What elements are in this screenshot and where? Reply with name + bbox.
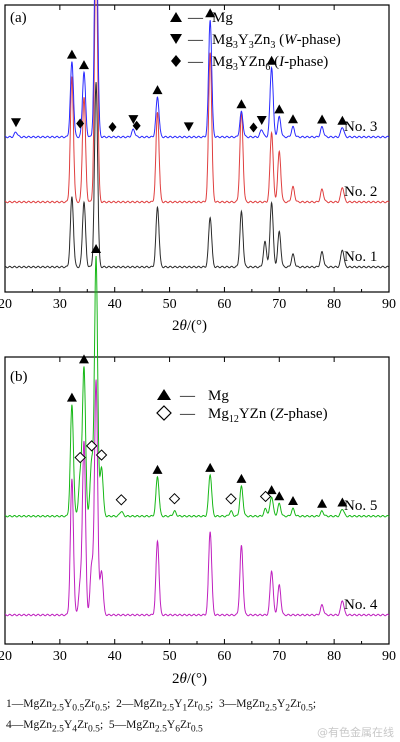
x-tick-label: 20 xyxy=(0,297,12,312)
i-phase-marker xyxy=(249,122,258,133)
mg-peak-marker xyxy=(78,354,89,364)
mg-peak-marker xyxy=(266,485,277,495)
z-phase-marker xyxy=(95,449,108,461)
w-phase-marker xyxy=(183,122,194,132)
w-phase-marker xyxy=(128,115,139,125)
mg-peak-marker xyxy=(337,497,348,507)
mg-peak-marker xyxy=(288,496,298,506)
legend-z-label: Mg12YZn (Z-phase) xyxy=(208,406,328,425)
x-tick-label: 70 xyxy=(272,649,286,664)
legend-mg-label: Mg xyxy=(212,10,233,26)
mg-peak-marker xyxy=(205,8,216,18)
legend-mg-triangle-icon xyxy=(170,12,182,22)
x-axis-title-a: 2θ/(°) xyxy=(172,318,207,334)
z-phase-marker xyxy=(74,451,86,464)
legend-mg-triangle-icon xyxy=(157,389,171,400)
legend-i-dash: — xyxy=(187,54,204,70)
i-phase-marker xyxy=(76,118,85,129)
panel-a: (a) 20 30 40 50 60 70 80 90 No. 1 No. 2 No. 3 — M… xyxy=(0,0,396,334)
legend-w-label: Mg3Y3Zn3 (W-phase) xyxy=(212,32,341,51)
mg-peak-marker xyxy=(337,115,348,125)
x-tick-label: 50 xyxy=(163,649,177,664)
legend-b: — Mg — Mg12YZn (Z-phase) xyxy=(156,388,328,425)
w-phase-marker xyxy=(10,118,21,128)
series-line-no3 xyxy=(5,0,390,139)
series-line-no5 xyxy=(5,255,390,518)
mg-peak-marker xyxy=(274,104,285,114)
i-phase-marker xyxy=(132,120,141,131)
caption-line-2: 4—MgZn2.5Y4Zr0.5; 5—MgZn2.5Y6Zr0.5 xyxy=(6,719,203,735)
x-axis-b: 20 30 40 50 60 70 80 90 xyxy=(0,357,396,664)
z-phase-marker xyxy=(168,492,181,505)
x-tick-label: 40 xyxy=(108,297,122,312)
legend-w-dash: — xyxy=(187,32,204,48)
x-tick-label: 60 xyxy=(217,649,231,664)
x-axis-a: 20 30 40 50 60 70 80 90 xyxy=(0,5,396,312)
series-label: No. 4 xyxy=(344,597,378,613)
mg-peak-marker xyxy=(266,55,277,65)
series-group-a xyxy=(5,0,390,269)
x-tick-label: 80 xyxy=(327,297,341,312)
legend-z-dash: — xyxy=(179,406,196,422)
x-tick-label: 30 xyxy=(53,297,67,312)
series-line-no1 xyxy=(5,82,390,269)
legend-mg-label: Mg xyxy=(208,388,229,404)
mg-peak-marker xyxy=(91,243,102,253)
series-labels-a: No. 1 No. 2 No. 3 xyxy=(344,119,377,265)
mg-peak-marker xyxy=(152,85,163,95)
i-phase-marker xyxy=(108,121,117,132)
legend-i-label: Mg3YZn6 (I-phase) xyxy=(212,54,328,73)
mg-peak-marker xyxy=(274,491,285,501)
x-tick-label: 40 xyxy=(108,649,122,664)
marker-group-b xyxy=(66,243,348,508)
x-tick-label: 20 xyxy=(0,649,12,664)
marker-group-a xyxy=(10,8,348,133)
mg-peak-marker xyxy=(317,498,328,508)
mg-peak-marker xyxy=(317,114,328,124)
x-tick-label: 60 xyxy=(217,297,231,312)
x-tick-label: 30 xyxy=(53,649,67,664)
legend-a: — Mg — Mg3Y3Zn3 (W-phase) — Mg3YZn6 (I-p… xyxy=(170,10,341,73)
x-tick-label: 80 xyxy=(327,649,341,664)
mg-peak-marker xyxy=(152,464,163,474)
z-phase-marker xyxy=(115,494,128,506)
mg-peak-marker xyxy=(236,99,247,109)
panel-label-a: (a) xyxy=(10,10,27,26)
legend-z-diamond-icon xyxy=(156,405,172,421)
series-line-no2 xyxy=(5,0,390,204)
series-label: No. 2 xyxy=(344,184,377,200)
z-phase-marker xyxy=(259,490,272,503)
series-labels-b: No. 4 No. 5 xyxy=(344,498,378,613)
mg-peak-marker xyxy=(66,392,77,402)
legend-w-triangle-icon xyxy=(170,34,182,44)
x-tick-label: 50 xyxy=(163,297,177,312)
legend-mg-dash: — xyxy=(179,388,196,404)
panel-label-b: (b) xyxy=(10,369,28,385)
caption-line-1: 1—MgZn2.5Y0.5Zr0.5; 2—MgZn2.5Y1Zr0.5; 3—… xyxy=(6,698,317,714)
x-tick-label: 70 xyxy=(272,297,286,312)
mg-peak-marker xyxy=(236,473,247,483)
mg-peak-marker xyxy=(78,60,89,70)
series-label: No. 5 xyxy=(344,498,377,514)
mg-peak-marker xyxy=(66,49,77,59)
series-group-b xyxy=(5,255,390,617)
watermark: @有色金属在线 xyxy=(317,726,394,739)
series-label: No. 1 xyxy=(344,249,377,265)
series-label: No. 3 xyxy=(344,119,377,135)
x-tick-label: 90 xyxy=(382,649,396,664)
series-line-no4 xyxy=(5,379,390,617)
mg-peak-marker xyxy=(205,462,216,472)
plot-frame-b xyxy=(4,356,390,645)
x-axis-title-b: 2θ/(°) xyxy=(172,671,207,687)
plot-frame-a xyxy=(4,4,390,293)
z-phase-marker xyxy=(85,440,98,452)
panel-b: (b) 20 30 40 50 60 70 80 90 No. 4 No. 5 — Mg — M… xyxy=(0,243,396,687)
x-tick-label: 90 xyxy=(382,297,396,312)
z-phase-marker xyxy=(225,493,237,505)
w-phase-marker xyxy=(256,115,267,125)
legend-mg-dash: — xyxy=(187,10,204,26)
mg-peak-marker xyxy=(288,114,298,124)
legend-i-diamond-icon xyxy=(171,55,181,67)
